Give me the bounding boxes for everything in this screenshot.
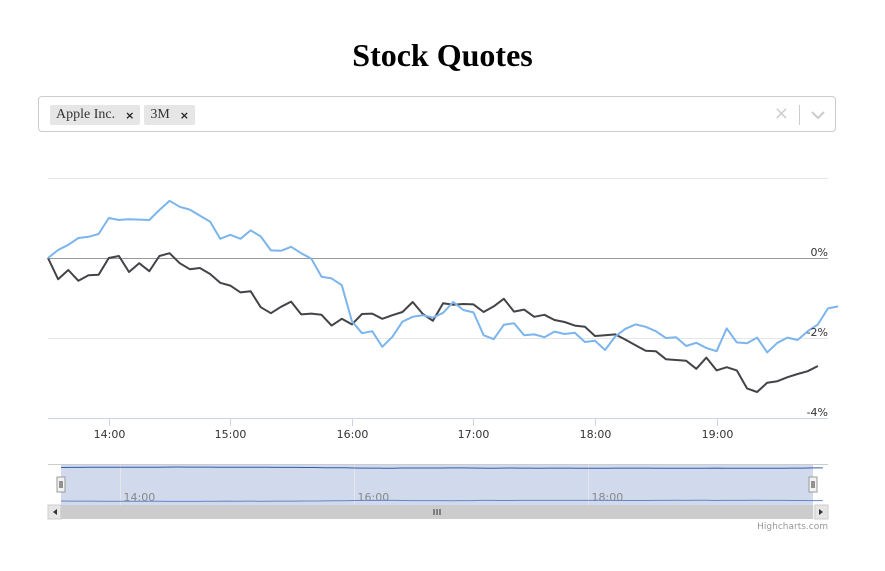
- chevron-down-icon[interactable]: [811, 108, 825, 122]
- x-tick-label: 15:00: [215, 428, 247, 441]
- navigator-selection[interactable]: [61, 465, 813, 505]
- navigator-left-handle[interactable]: [56, 476, 66, 493]
- y-tick-label: -2%: [807, 326, 828, 339]
- scrollbar-grip-icon: [433, 509, 441, 515]
- remove-apple-button[interactable]: ×: [125, 108, 135, 122]
- x-tick-label: 19:00: [702, 428, 734, 441]
- navigator-label: 18:00: [592, 491, 624, 504]
- selected-tickers: Apple Inc. × 3M ×: [50, 105, 195, 125]
- navigator-series-secondary: [60, 499, 823, 502]
- navigator-label: 14:00: [124, 491, 156, 504]
- arrow-left-icon: [53, 509, 57, 515]
- select-divider: [799, 105, 800, 125]
- navigator[interactable]: 14:00 16:00 18:00: [48, 464, 828, 506]
- navigator-scrollbar[interactable]: [47, 504, 829, 520]
- x-tick-label: 18:00: [580, 428, 612, 441]
- y-tick-label: -4%: [807, 406, 828, 419]
- x-tick-label: 16:00: [337, 428, 369, 441]
- ticker-chip-3m: 3M ×: [144, 105, 195, 125]
- ticker-multi-select[interactable]: Apple Inc. × 3M × ×: [38, 96, 836, 132]
- x-axis: 14:00 15:00 16:00 17:00 18:00 19:00: [48, 418, 828, 441]
- series-line-apple[interactable]: [47, 199, 839, 354]
- navigator-series: [60, 466, 823, 469]
- plot-series: [47, 199, 839, 393]
- navigator-label: 16:00: [358, 491, 390, 504]
- ticker-chip-label: Apple Inc.: [56, 107, 116, 122]
- remove-3m-button[interactable]: ×: [179, 108, 189, 122]
- series-line-mmm[interactable]: [47, 252, 819, 393]
- plot-grid: [48, 178, 828, 419]
- scroll-right-button[interactable]: [814, 504, 829, 520]
- navigator-right-handle[interactable]: [808, 476, 818, 493]
- y-axis-labels: 0% -2% -4%: [807, 246, 828, 419]
- page-title: Stock Quotes: [352, 37, 533, 73]
- scroll-left-button[interactable]: [47, 504, 62, 520]
- clear-all-icon[interactable]: ×: [773, 103, 789, 124]
- credits-link[interactable]: Highcharts.com: [757, 522, 828, 532]
- y-tick-label: 0%: [811, 246, 828, 259]
- x-tick-label: 17:00: [458, 428, 490, 441]
- arrow-right-icon: [819, 509, 823, 515]
- ticker-chip-label: 3M: [150, 107, 170, 122]
- x-tick-label: 14:00: [94, 428, 126, 441]
- ticker-chip-apple: Apple Inc. ×: [50, 105, 141, 125]
